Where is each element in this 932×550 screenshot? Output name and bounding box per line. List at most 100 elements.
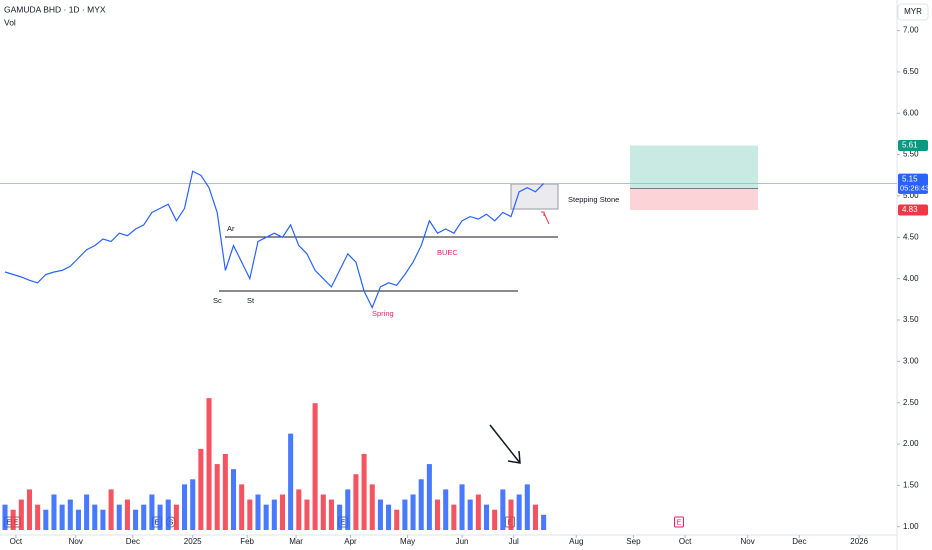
volume-bar [18,499,24,530]
volume-arrow [489,424,521,464]
volume-bar [402,499,408,530]
chart-title: GAMUDA BHD · 1D · MYX [4,4,106,14]
y-tick-label: 4.50 [903,232,919,241]
volume-bar [214,464,220,530]
x-tick-label: Feb [240,537,254,546]
volume-bar [255,494,261,530]
x-tick-label: Jul [509,537,519,546]
volume-bar [410,494,416,530]
volume-bar [165,499,171,530]
currency: MYR [904,7,922,16]
volume-bar [51,494,57,530]
volume-bar [222,453,228,530]
annotation: Spring [372,309,394,318]
volume-bar [84,494,90,530]
price-label: 4.83 [902,205,918,214]
volume-bar [328,499,334,530]
volume-bar [67,499,73,530]
target-zone [630,145,758,189]
volume-legend: Vol [4,17,16,27]
currency-box[interactable] [897,3,929,21]
volume-bar [157,504,163,530]
volume-bar [337,504,343,530]
y-tick-label: 6.50 [903,67,919,76]
y-tick-label: 1.00 [903,522,919,531]
volume-bar [198,448,204,530]
event-box [674,516,684,528]
price-label-box [898,140,928,152]
volume-bar [475,494,481,530]
volume-bar [426,464,432,530]
volume-bar [141,504,147,530]
volume-bar [239,484,245,530]
annotation: Sc [213,296,222,305]
x-tick-label: May [400,537,415,546]
volume-bar [263,504,269,530]
x-tick-label: Oct [679,537,692,546]
volume-bar [492,509,498,530]
event-label: S [169,519,174,526]
annotation: Ar [227,224,235,233]
volume-bar [59,504,65,530]
x-tick-label: Jun [456,537,469,546]
volume-bar [369,484,375,530]
x-tick-label: Aug [569,537,583,546]
volume-bar [75,509,81,530]
volume-bar [500,489,506,530]
y-tick-label: 4.00 [903,274,919,283]
volume-bar [190,479,196,530]
volume-bar [345,489,351,530]
volume-bar [35,504,41,530]
y-tick-label: 3.50 [903,315,919,324]
x-tick-label: Dec [126,537,140,546]
x-tick-label: Apr [344,537,357,546]
y-tick-label: 2.00 [903,439,919,448]
volume-bar [304,499,310,530]
event-label: E [7,519,12,526]
volume-bar [467,499,473,530]
volume-bar [108,489,114,530]
volume-bar [418,479,424,530]
range-box [510,183,559,210]
volume-bar [206,398,212,530]
volume-bar [279,494,286,530]
arrow [543,212,550,225]
y-tick-label: 5.50 [903,150,919,159]
x-tick-label: Mar [289,537,303,546]
volume-bar [116,504,122,530]
x-tick-label: 2025 [184,537,202,546]
volume-bar [508,499,514,530]
volume-bar [100,509,106,530]
volume-bar [516,494,522,530]
volume-bar [483,504,490,530]
annotation: St [247,296,255,305]
x-tick-label: Nov [69,537,83,546]
volume-bar [296,489,302,530]
event-label: E [14,519,19,526]
annotation: Stepping Stone [568,195,619,204]
volume-bar [532,504,538,530]
volume-bar [2,504,8,530]
y-tick-label: 3.00 [903,356,919,365]
volume-bar [320,494,326,530]
volume-bar [394,509,400,530]
volume-bar [173,504,179,530]
x-tick-label: Sep [626,537,641,546]
price-label: 5.61 [902,141,918,150]
y-tick-label: 1.50 [903,480,919,489]
y-tick-label: 2.50 [903,398,919,407]
volume-bar [92,504,98,530]
volume-bar [353,474,359,530]
volume-bar [247,499,253,530]
volume-bar [10,509,16,530]
volume-bar [149,494,155,530]
volume-bar [377,499,383,530]
volume-bar [459,484,465,530]
volume-bar [230,469,237,530]
annotation: BUEC [437,248,458,257]
x-tick-label: 2026 [850,537,868,546]
event-label: E [341,519,346,526]
